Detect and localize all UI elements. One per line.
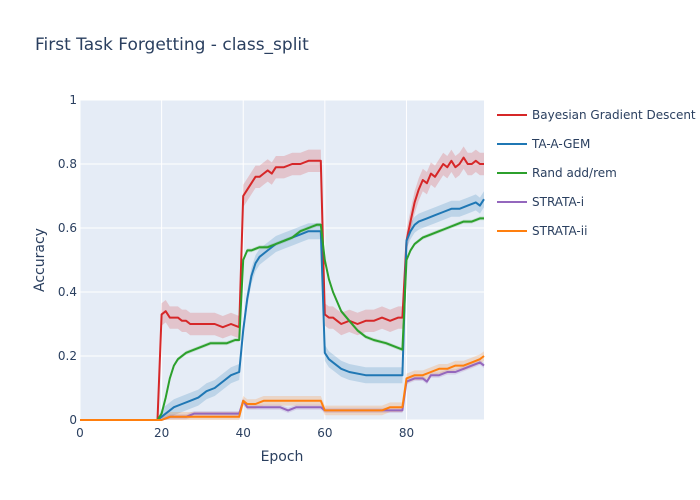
plot-area: [80, 100, 484, 420]
line-series-5: [80, 355, 485, 421]
legend-item-1[interactable]: Bayesian Gradient Descent: [497, 108, 696, 122]
x-tick-label: 0: [76, 426, 84, 440]
line-series-1: [80, 156, 484, 421]
line-series-4: [80, 361, 485, 421]
y-tick-label: 0.2: [58, 349, 77, 363]
y-tick-label: 0.8: [58, 157, 77, 171]
band-series-2: [80, 191, 484, 420]
line-series-3: [80, 217, 484, 421]
y-axis-ticks: 0 0.2 0.4 0.6 0.8 1: [58, 93, 77, 427]
legend-label: TA-A-GEM: [531, 137, 590, 151]
legend-item-3[interactable]: Rand add/rem: [497, 166, 617, 180]
legend-item-5[interactable]: STRATA-ii: [497, 224, 587, 238]
y-tick-label: 0.4: [58, 285, 77, 299]
y-axis-title: Accuracy: [32, 228, 48, 292]
legend[interactable]: Bayesian Gradient Descent TA-A-GEM Rand ad…: [497, 108, 696, 238]
legend-item-4[interactable]: STRATA-i: [497, 195, 584, 209]
y-tick-label: 0: [69, 413, 77, 427]
series-lines: [80, 156, 485, 421]
x-tick-label: 60: [317, 426, 332, 440]
x-axis-ticks: 0 20 40 60 80: [76, 426, 414, 440]
legend-label: STRATA-i: [532, 195, 584, 209]
x-tick-label: 80: [399, 426, 414, 440]
x-tick-label: 40: [236, 426, 251, 440]
line-series-2: [80, 198, 485, 421]
x-axis-title: Epoch: [261, 449, 304, 465]
x-tick-label: 20: [154, 426, 169, 440]
y-tick-label: 0.6: [58, 221, 77, 235]
band-series-1: [80, 146, 484, 420]
legend-label: Rand add/rem: [532, 166, 617, 180]
y-tick-label: 1: [69, 93, 77, 107]
legend-label: STRATA-ii: [532, 224, 587, 238]
legend-label: Bayesian Gradient Descent: [532, 108, 696, 122]
chart-title: First Task Forgetting - class_split: [35, 35, 309, 55]
legend-item-2[interactable]: TA-A-GEM: [497, 137, 590, 151]
